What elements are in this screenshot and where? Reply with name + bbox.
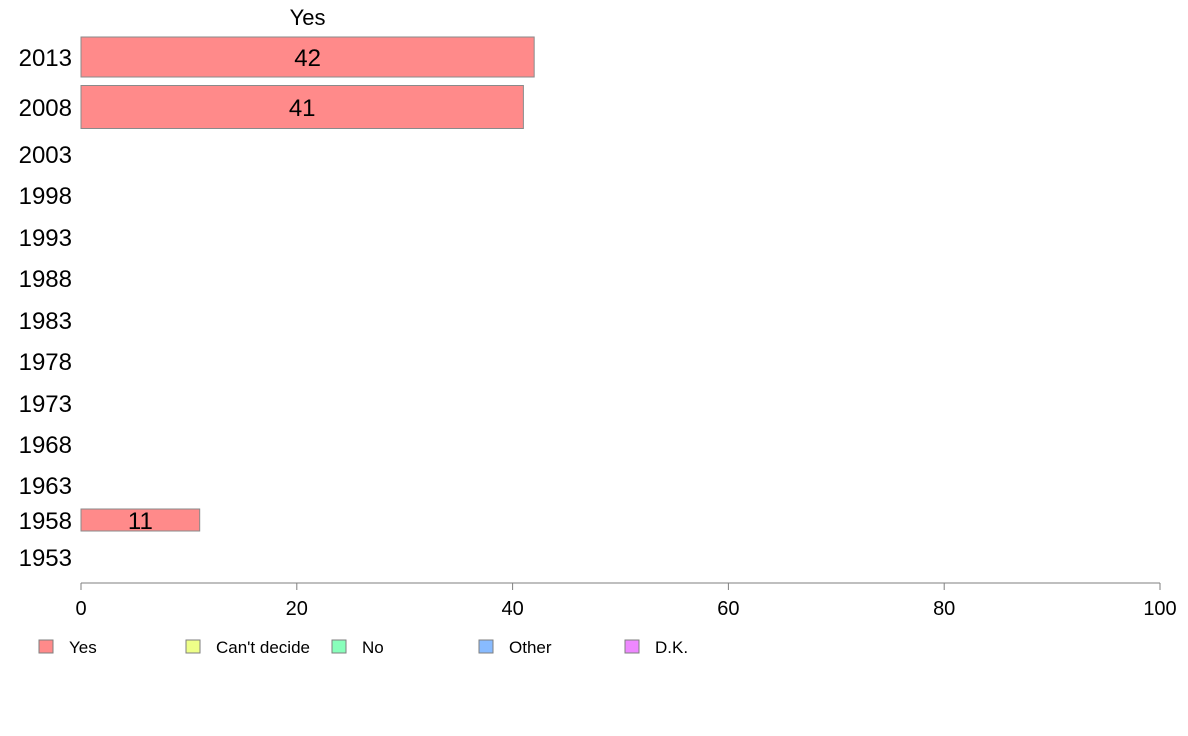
bar-value-label: 42: [294, 45, 321, 72]
year-label: 1968: [19, 432, 72, 459]
bar-segment: [80, 508, 201, 532]
bar-value-label: 11: [128, 508, 153, 535]
x-axis: 0 20 40 60 80 100: [75, 582, 1177, 620]
year-label: 1993: [19, 225, 72, 252]
legend-label: Can't decide: [216, 638, 310, 657]
legend-swatch: [478, 639, 494, 654]
year-label: 1978: [19, 349, 72, 376]
year-label: 1958: [19, 508, 72, 535]
year-label: 1963: [19, 473, 72, 500]
column-header: Yes: [290, 5, 326, 30]
year-label: 2008: [19, 95, 72, 122]
legend-label: D.K.: [655, 638, 688, 657]
value-labels-group: 42 41 11: [128, 45, 321, 535]
legend-swatch: [624, 639, 640, 654]
year-label: 1973: [19, 391, 72, 418]
x-tick-label: 80: [933, 598, 955, 620]
year-label: 2003: [19, 142, 72, 169]
year-label: 1953: [19, 545, 72, 572]
x-tick-label: 60: [717, 598, 739, 620]
legend-label: Other: [509, 638, 552, 657]
year-label: 1988: [19, 266, 72, 293]
year-label: 2013: [19, 45, 72, 72]
bar-segment: [80, 36, 535, 78]
legend: Yes Can't decide No Other D.K.: [38, 638, 688, 657]
bars-group: [80, 36, 535, 532]
year-labels-group: 2013 2008 2003 1998 1993 1988 1983 1978 1973 1968…: [19, 45, 72, 572]
bar-segment: [80, 85, 524, 129]
bar-value-label: 41: [289, 95, 316, 122]
legend-swatch: [331, 639, 347, 654]
year-label: 1998: [19, 183, 72, 210]
legend-label: No: [362, 638, 384, 657]
x-tick-label: 0: [75, 598, 86, 620]
x-tick-label: 100: [1143, 598, 1176, 620]
x-tick-label: 40: [501, 598, 523, 620]
x-tick-label: 20: [286, 598, 308, 620]
legend-swatch: [38, 639, 54, 654]
legend-swatch: [185, 639, 201, 654]
legend-label: Yes: [69, 638, 97, 657]
year-label: 1983: [19, 308, 72, 335]
